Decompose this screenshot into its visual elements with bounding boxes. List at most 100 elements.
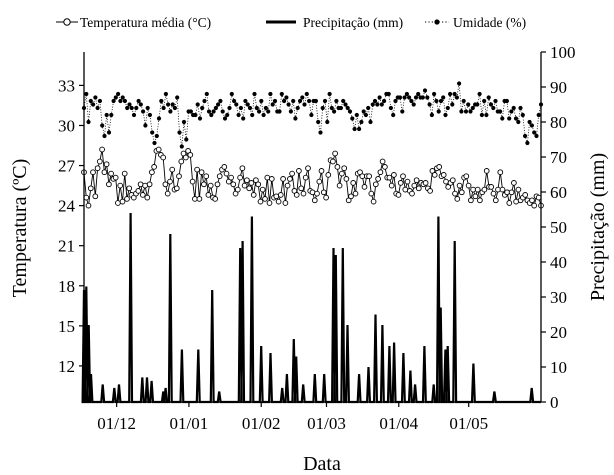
temperature-point [372,181,379,188]
humidity-point [409,98,414,104]
temperature-point [472,193,479,200]
left-y-tick-label: 12 [58,357,75,376]
humidity-point [268,91,273,97]
humidity-point [297,98,303,104]
humidity-point [509,109,514,114]
temperature-point [259,186,266,193]
humidity-point [279,91,284,97]
humidity-point [468,109,473,114]
humidity-point [102,133,107,139]
right-y-tick-label: 0 [550,393,559,412]
humidity-point [445,105,450,111]
humidity-point [266,109,271,114]
humidity-point [432,91,437,97]
temperature-point [103,161,110,168]
temperature-point [334,164,341,170]
temperature-point [316,178,323,185]
temperature-point [511,180,517,186]
temperature-point [449,177,456,184]
humidity-point [136,98,141,104]
temperature-point [454,196,461,202]
temperature-point [456,182,463,189]
precipitation-series-line [81,212,541,404]
temperature-point [90,169,96,176]
humidity-point [329,105,334,111]
humidity-point [532,130,537,135]
right-y-tick-label: 70 [550,148,567,167]
temperature-point [413,177,420,184]
humidity-point [477,91,482,97]
x-tick-label: 01/05 [449,414,488,433]
humidity-point [175,95,180,100]
humidity-point [320,105,325,111]
humidity-point [302,102,307,107]
humidity-point [181,119,187,125]
temperature-point [201,181,207,188]
temperature-point [280,176,286,182]
right-y-tick-label: 10 [550,358,567,377]
humidity-point [118,98,123,104]
humidity-point [284,95,289,100]
temperature-point [477,197,483,204]
legend-humidity-marker [434,19,440,25]
temperature-point [287,176,293,182]
humidity-point [218,98,223,104]
humidity-point [388,105,393,111]
humidity-point [272,98,278,104]
humidity-point [143,123,148,128]
right-y-ticks: 0 10 20 30 40 50 60 70 80 90 100 [541,43,576,412]
temperature-point [339,170,345,177]
temperature-point [155,146,162,153]
humidity-point [291,98,296,104]
temperature-point [248,180,255,186]
humidity-point [220,109,225,114]
temperature-point [366,173,372,180]
humidity-point [177,130,182,135]
humidity-point [204,91,209,97]
humidity-point [288,109,293,114]
left-y-axis-title: Temperatura (ºC) [9,159,31,298]
temperature-point [255,181,262,188]
humidity-point [141,109,146,114]
temperature-point [515,186,522,193]
humidity-point [325,119,330,125]
humidity-point [300,95,305,100]
temperature-point [173,185,180,192]
temperature-point [198,169,205,176]
temperature-point [139,192,146,198]
temperature-point [296,168,302,174]
temperature-point [237,174,243,181]
x-axis-title: Data [303,453,341,475]
humidity-point [313,98,318,104]
humidity-point [347,109,353,114]
humidity-point [138,102,143,107]
temperature-point [85,202,92,209]
humidity-point [184,137,189,142]
temperature-point [244,177,250,184]
temperature-point [415,185,422,192]
humidity-point [216,102,221,107]
humidity-point [386,91,391,97]
legend-temperature-label: Temperatura média (°C) [80,15,211,30]
right-y-tick-label: 100 [550,43,576,62]
temperature-point [126,185,133,192]
left-y-tick-label: 24 [58,197,76,216]
humidity-point [243,98,248,104]
humidity-point [397,95,403,100]
humidity-point [327,91,332,97]
humidity-point [113,95,118,100]
humidity-point [438,98,444,104]
temperature-point [189,178,196,185]
x-tick-label: 01/02 [242,414,281,433]
temperature-point [492,197,499,204]
humidity-point [227,105,232,111]
temperature-point [488,184,495,190]
temperature-point [239,165,246,172]
left-y-tick-label: 30 [58,116,75,135]
humidity-point [420,95,425,100]
humidity-point [368,119,373,125]
humidity-point [343,102,348,107]
temperature-point [284,182,291,189]
humidity-point [193,112,198,118]
humidity-point [93,95,98,100]
